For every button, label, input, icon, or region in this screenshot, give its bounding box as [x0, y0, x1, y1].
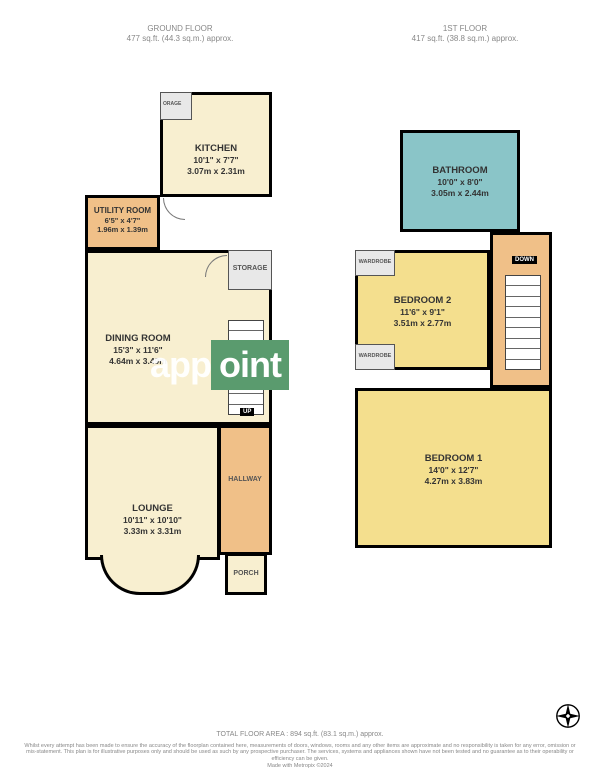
porch-label: PORCH	[228, 570, 264, 577]
disclaimer: Whilst every attempt has been made to en…	[20, 743, 580, 764]
floor-plan: KITCHEN 10'1" x 7'7" 3.07m x 2.31m ORAGE…	[0, 50, 600, 670]
first-floor-label: 1ST FLOOR	[385, 24, 545, 34]
compass-icon	[554, 702, 582, 730]
utility-imperial: 6'5" x 4'7"	[88, 216, 157, 225]
lounge-room: LOUNGE 10'11" x 10'10" 3.33m x 3.31m	[85, 425, 220, 560]
wardrobe-b: WARDROBE	[355, 344, 395, 370]
footer: TOTAL FLOOR AREA : 894 sq.ft. (83.1 sq.m…	[20, 731, 580, 770]
dining-imperial: 15'3" x 11'6"	[68, 345, 208, 356]
bedroom1-room: BEDROOM 1 14'0" x 12'7" 4.27m x 3.83m	[355, 388, 552, 548]
ground-floor-area: 477 sq.ft. (44.3 sq.m.) approx.	[100, 34, 260, 44]
bathroom-imperial: 10'0" x 8'0"	[403, 177, 517, 188]
orage-label: ORAGE	[163, 101, 181, 107]
kitchen-imperial: 10'1" x 7'7"	[163, 155, 269, 166]
dining-name: DINING ROOM	[68, 333, 208, 345]
bathroom-room: BATHROOM 10'0" x 8'0" 3.05m x 2.44m	[400, 130, 520, 232]
storage-closet: STORAGE	[228, 250, 272, 290]
bedroom2-imperial: 11'6" x 9'1"	[358, 307, 487, 318]
ground-stairs	[228, 320, 264, 415]
lounge-name: LOUNGE	[88, 503, 217, 515]
utility-room: UTILITY ROOM 6'5" x 4'7" 1.96m x 1.39m	[85, 195, 160, 250]
kitchen-storage-nook: ORAGE	[160, 92, 192, 120]
wardrobe-b-label: WARDROBE	[356, 353, 394, 359]
hallway: HALLWAY	[220, 425, 272, 555]
bedroom2-name: BEDROOM 2	[358, 295, 487, 307]
bedroom1-imperial: 14'0" x 12'7"	[358, 465, 549, 476]
down-label: DOWN	[512, 256, 537, 264]
door-arc-icon	[163, 198, 185, 220]
bedroom1-name: BEDROOM 1	[358, 453, 549, 465]
lounge-imperial: 10'11" x 10'10"	[88, 515, 217, 526]
first-floor-header: 1ST FLOOR 417 sq.ft. (38.8 sq.m.) approx…	[385, 24, 545, 45]
bedroom2-metric: 3.51m x 2.77m	[358, 318, 487, 329]
hallway-label: HALLWAY	[221, 476, 269, 483]
ground-floor-label: GROUND FLOOR	[100, 24, 260, 34]
bathroom-metric: 3.05m x 2.44m	[403, 188, 517, 199]
bedroom1-metric: 4.27m x 3.83m	[358, 476, 549, 487]
wardrobe-a-label: WARDROBE	[356, 259, 394, 265]
kitchen-metric: 3.07m x 2.31m	[163, 166, 269, 177]
first-floor-area: 417 sq.ft. (38.8 sq.m.) approx.	[385, 34, 545, 44]
kitchen-name: KITCHEN	[163, 143, 269, 155]
lounge-metric: 3.33m x 3.31m	[88, 526, 217, 537]
porch: PORCH	[225, 555, 267, 595]
up-label: UP	[240, 408, 254, 416]
ground-floor-header: GROUND FLOOR 477 sq.ft. (44.3 sq.m.) app…	[100, 24, 260, 45]
bathroom-name: BATHROOM	[403, 165, 517, 177]
first-stairs	[505, 275, 541, 370]
made-with: Made with Metropix ©2024	[20, 763, 580, 770]
utility-name: UTILITY ROOM	[88, 206, 157, 216]
wardrobe-a: WARDROBE	[355, 250, 395, 276]
total-floor-area: TOTAL FLOOR AREA : 894 sq.ft. (83.1 sq.m…	[20, 731, 580, 740]
dining-metric: 4.64m x 3.49m	[68, 356, 208, 367]
utility-metric: 1.96m x 1.39m	[88, 225, 157, 234]
storage-label: STORAGE	[229, 265, 271, 272]
lounge-bay	[100, 555, 200, 595]
